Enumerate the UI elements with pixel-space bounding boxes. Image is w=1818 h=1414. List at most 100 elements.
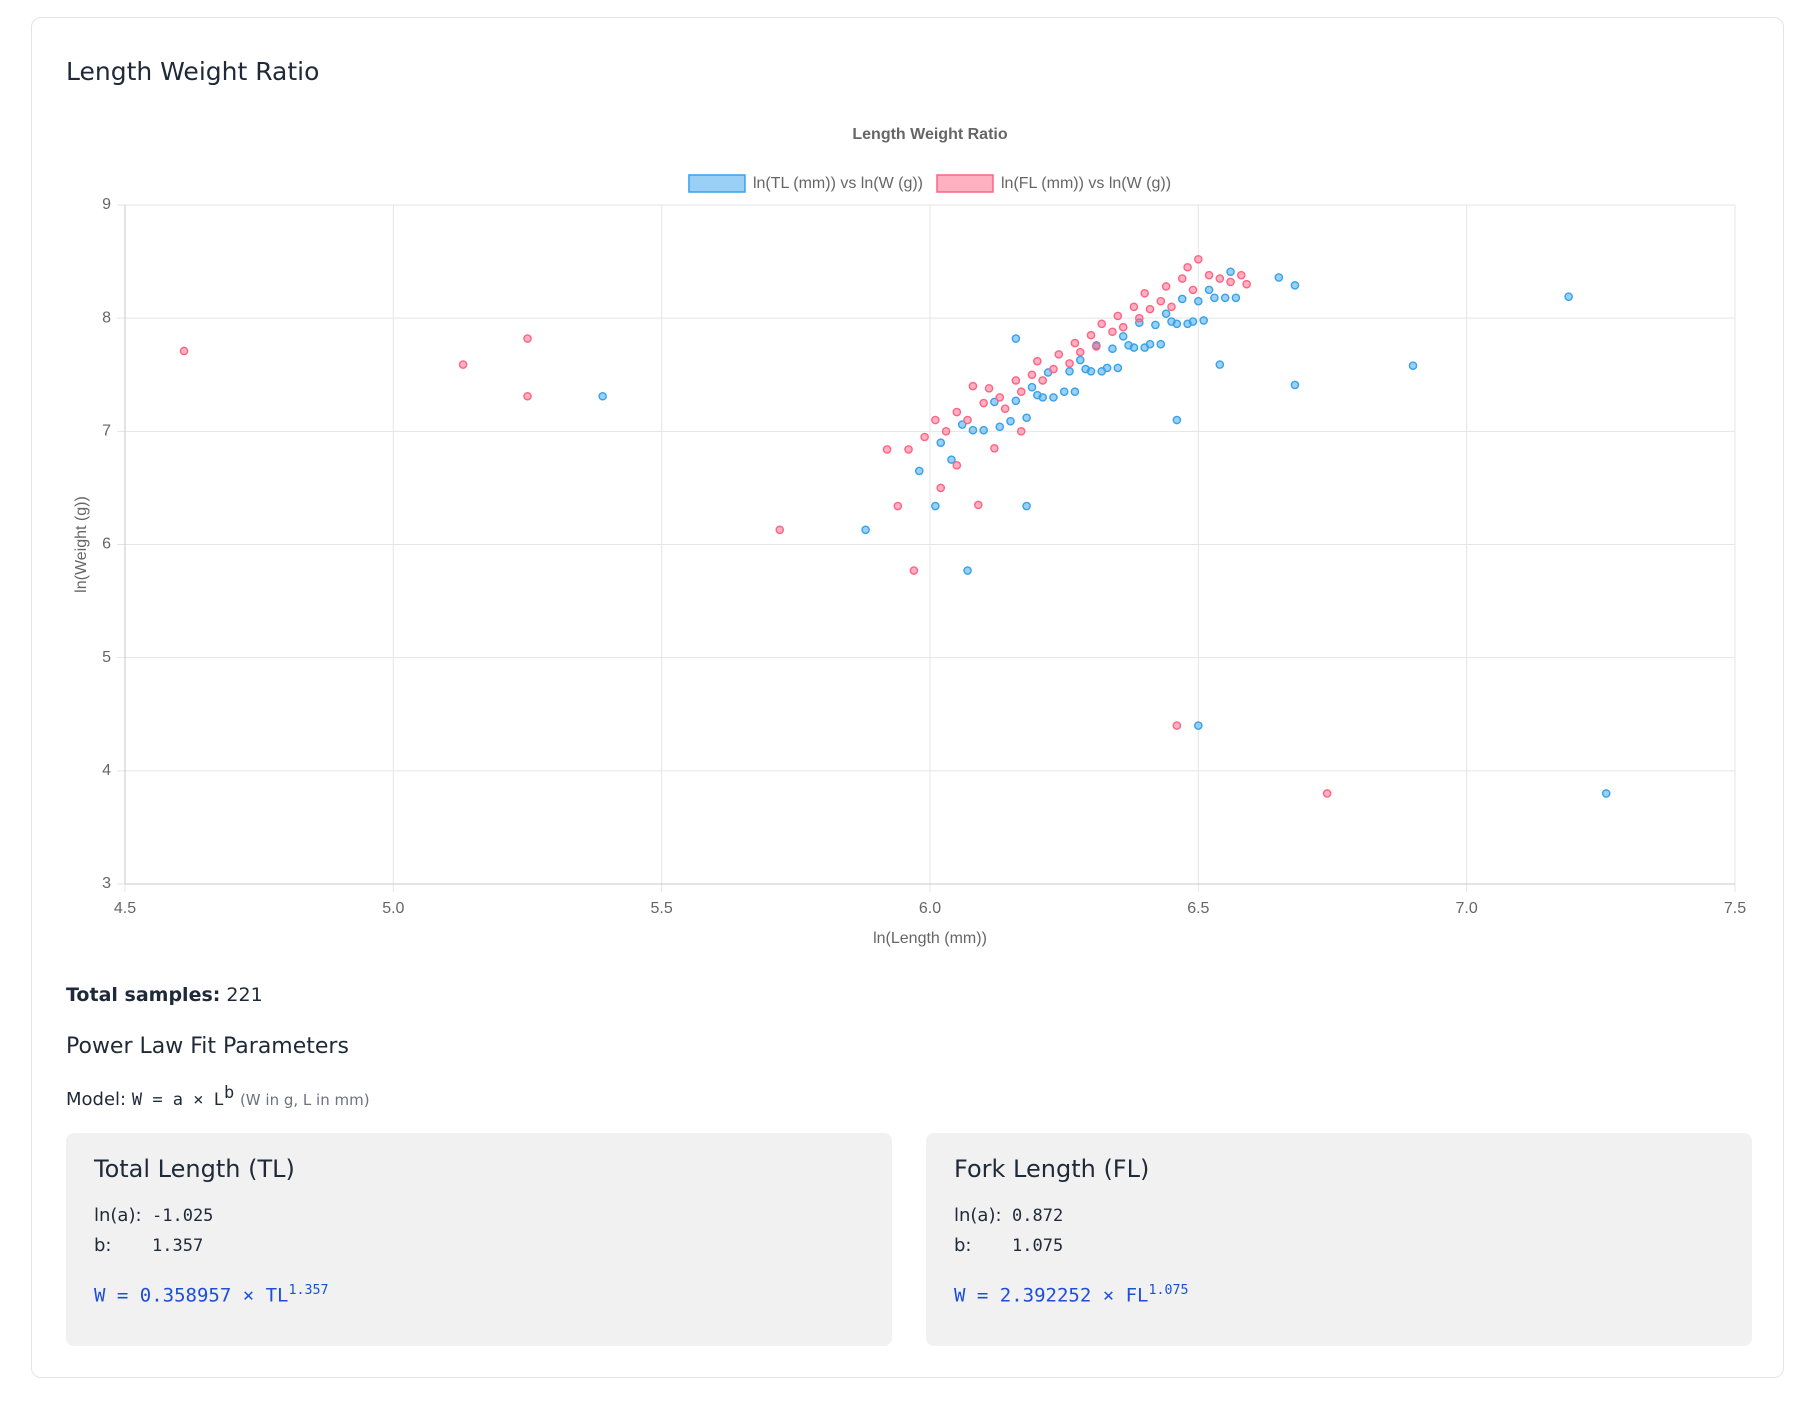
point (1188, 317, 1198, 326)
point (1033, 356, 1042, 366)
point (1145, 304, 1155, 314)
point (1086, 330, 1096, 340)
point (957, 420, 967, 429)
x-tick-label: 5.5 (651, 900, 673, 917)
model-exp: b (223, 1083, 235, 1103)
point (1290, 281, 1300, 290)
point (990, 444, 999, 453)
point (1086, 367, 1096, 376)
point (936, 483, 946, 493)
point (1145, 339, 1155, 349)
point (775, 525, 785, 535)
summary-label: Total samples: (66, 984, 221, 1006)
ln-a-label: ln(a): (94, 1205, 142, 1226)
point (904, 445, 913, 454)
point (1016, 427, 1026, 436)
b-label: b: (954, 1235, 972, 1256)
point (909, 566, 919, 575)
point (1177, 294, 1187, 304)
point (1194, 255, 1203, 264)
y-tick-label: 7 (102, 423, 111, 440)
model-label: Model: (66, 1089, 127, 1110)
legend-label: ln(FL (mm)) vs ln(W (g)) (1001, 175, 1171, 192)
point (1038, 393, 1047, 402)
point (1108, 327, 1117, 337)
point (931, 501, 940, 511)
point (914, 466, 924, 476)
point (1231, 293, 1241, 303)
point (920, 432, 929, 442)
point (1059, 387, 1069, 397)
point (1113, 311, 1123, 321)
point (984, 384, 994, 393)
point (861, 525, 870, 535)
legend-swatch (688, 174, 746, 193)
card-title: Fork Length (FL) (954, 1155, 1150, 1183)
point (1601, 789, 1611, 798)
point (458, 360, 468, 369)
point (179, 346, 189, 356)
point (1274, 273, 1284, 282)
summary: Total samples: 221 (66, 984, 263, 1006)
legend-swatch (936, 174, 994, 193)
point (1215, 360, 1225, 369)
point (1194, 721, 1203, 730)
point (1204, 285, 1214, 295)
x-axis-label: ln(Length (mm)) (873, 930, 987, 947)
point (1006, 416, 1015, 426)
page-title: Length Weight Ratio (66, 57, 320, 86)
chart-title: Length Weight Ratio (852, 126, 1007, 143)
formula: W = 0.358957 × TL1.357 (94, 1283, 329, 1306)
point (1226, 277, 1235, 287)
point (968, 425, 978, 435)
x-tick-label: 6.0 (919, 900, 941, 917)
point (1172, 721, 1182, 730)
y-axis-label: ln(Weight (g)) (73, 496, 90, 593)
point (1092, 342, 1101, 351)
point (995, 393, 1005, 402)
summary-value: 221 (226, 984, 263, 1006)
page-card (31, 17, 1784, 1378)
b-label: b: (94, 1235, 112, 1256)
model-base: W = a × L (131, 1090, 224, 1110)
x-tick-label: 4.5 (114, 900, 136, 917)
point (1108, 344, 1117, 354)
point (990, 397, 999, 407)
point (1236, 270, 1246, 280)
point (1027, 370, 1037, 380)
point (1022, 501, 1031, 511)
y-tick-label: 4 (102, 762, 111, 779)
point (1156, 339, 1166, 349)
point (1215, 274, 1225, 283)
fit-heading: Power Law Fit Parameters (66, 1034, 349, 1059)
point (1070, 338, 1080, 348)
point (882, 445, 892, 454)
x-tick-label: 6.5 (1187, 900, 1209, 917)
point (1172, 319, 1182, 329)
formula: W = 2.392252 × FL1.075 (954, 1283, 1189, 1306)
ln-a-value: 0.872 (1012, 1206, 1064, 1226)
point (947, 455, 956, 464)
point (1022, 413, 1031, 423)
y-tick-label: 3 (102, 875, 111, 892)
point (1199, 316, 1208, 325)
point (1194, 296, 1203, 306)
point (941, 427, 951, 436)
point (936, 438, 946, 447)
point (1226, 267, 1235, 277)
point (995, 422, 1005, 432)
point (1156, 296, 1166, 306)
point (1167, 302, 1176, 312)
formula-base: W = 2.392252 × FL (954, 1284, 1149, 1307)
formula-exp: 1.357 (288, 1283, 329, 1298)
point (1000, 404, 1010, 414)
point (963, 566, 972, 575)
point (1016, 387, 1026, 397)
y-tick-label: 8 (102, 309, 111, 326)
y-tick-label: 5 (102, 649, 111, 666)
point (1070, 387, 1080, 397)
x-tick-label: 7.0 (1456, 900, 1478, 917)
point (1075, 355, 1085, 365)
point (1118, 331, 1128, 341)
point (523, 391, 532, 401)
